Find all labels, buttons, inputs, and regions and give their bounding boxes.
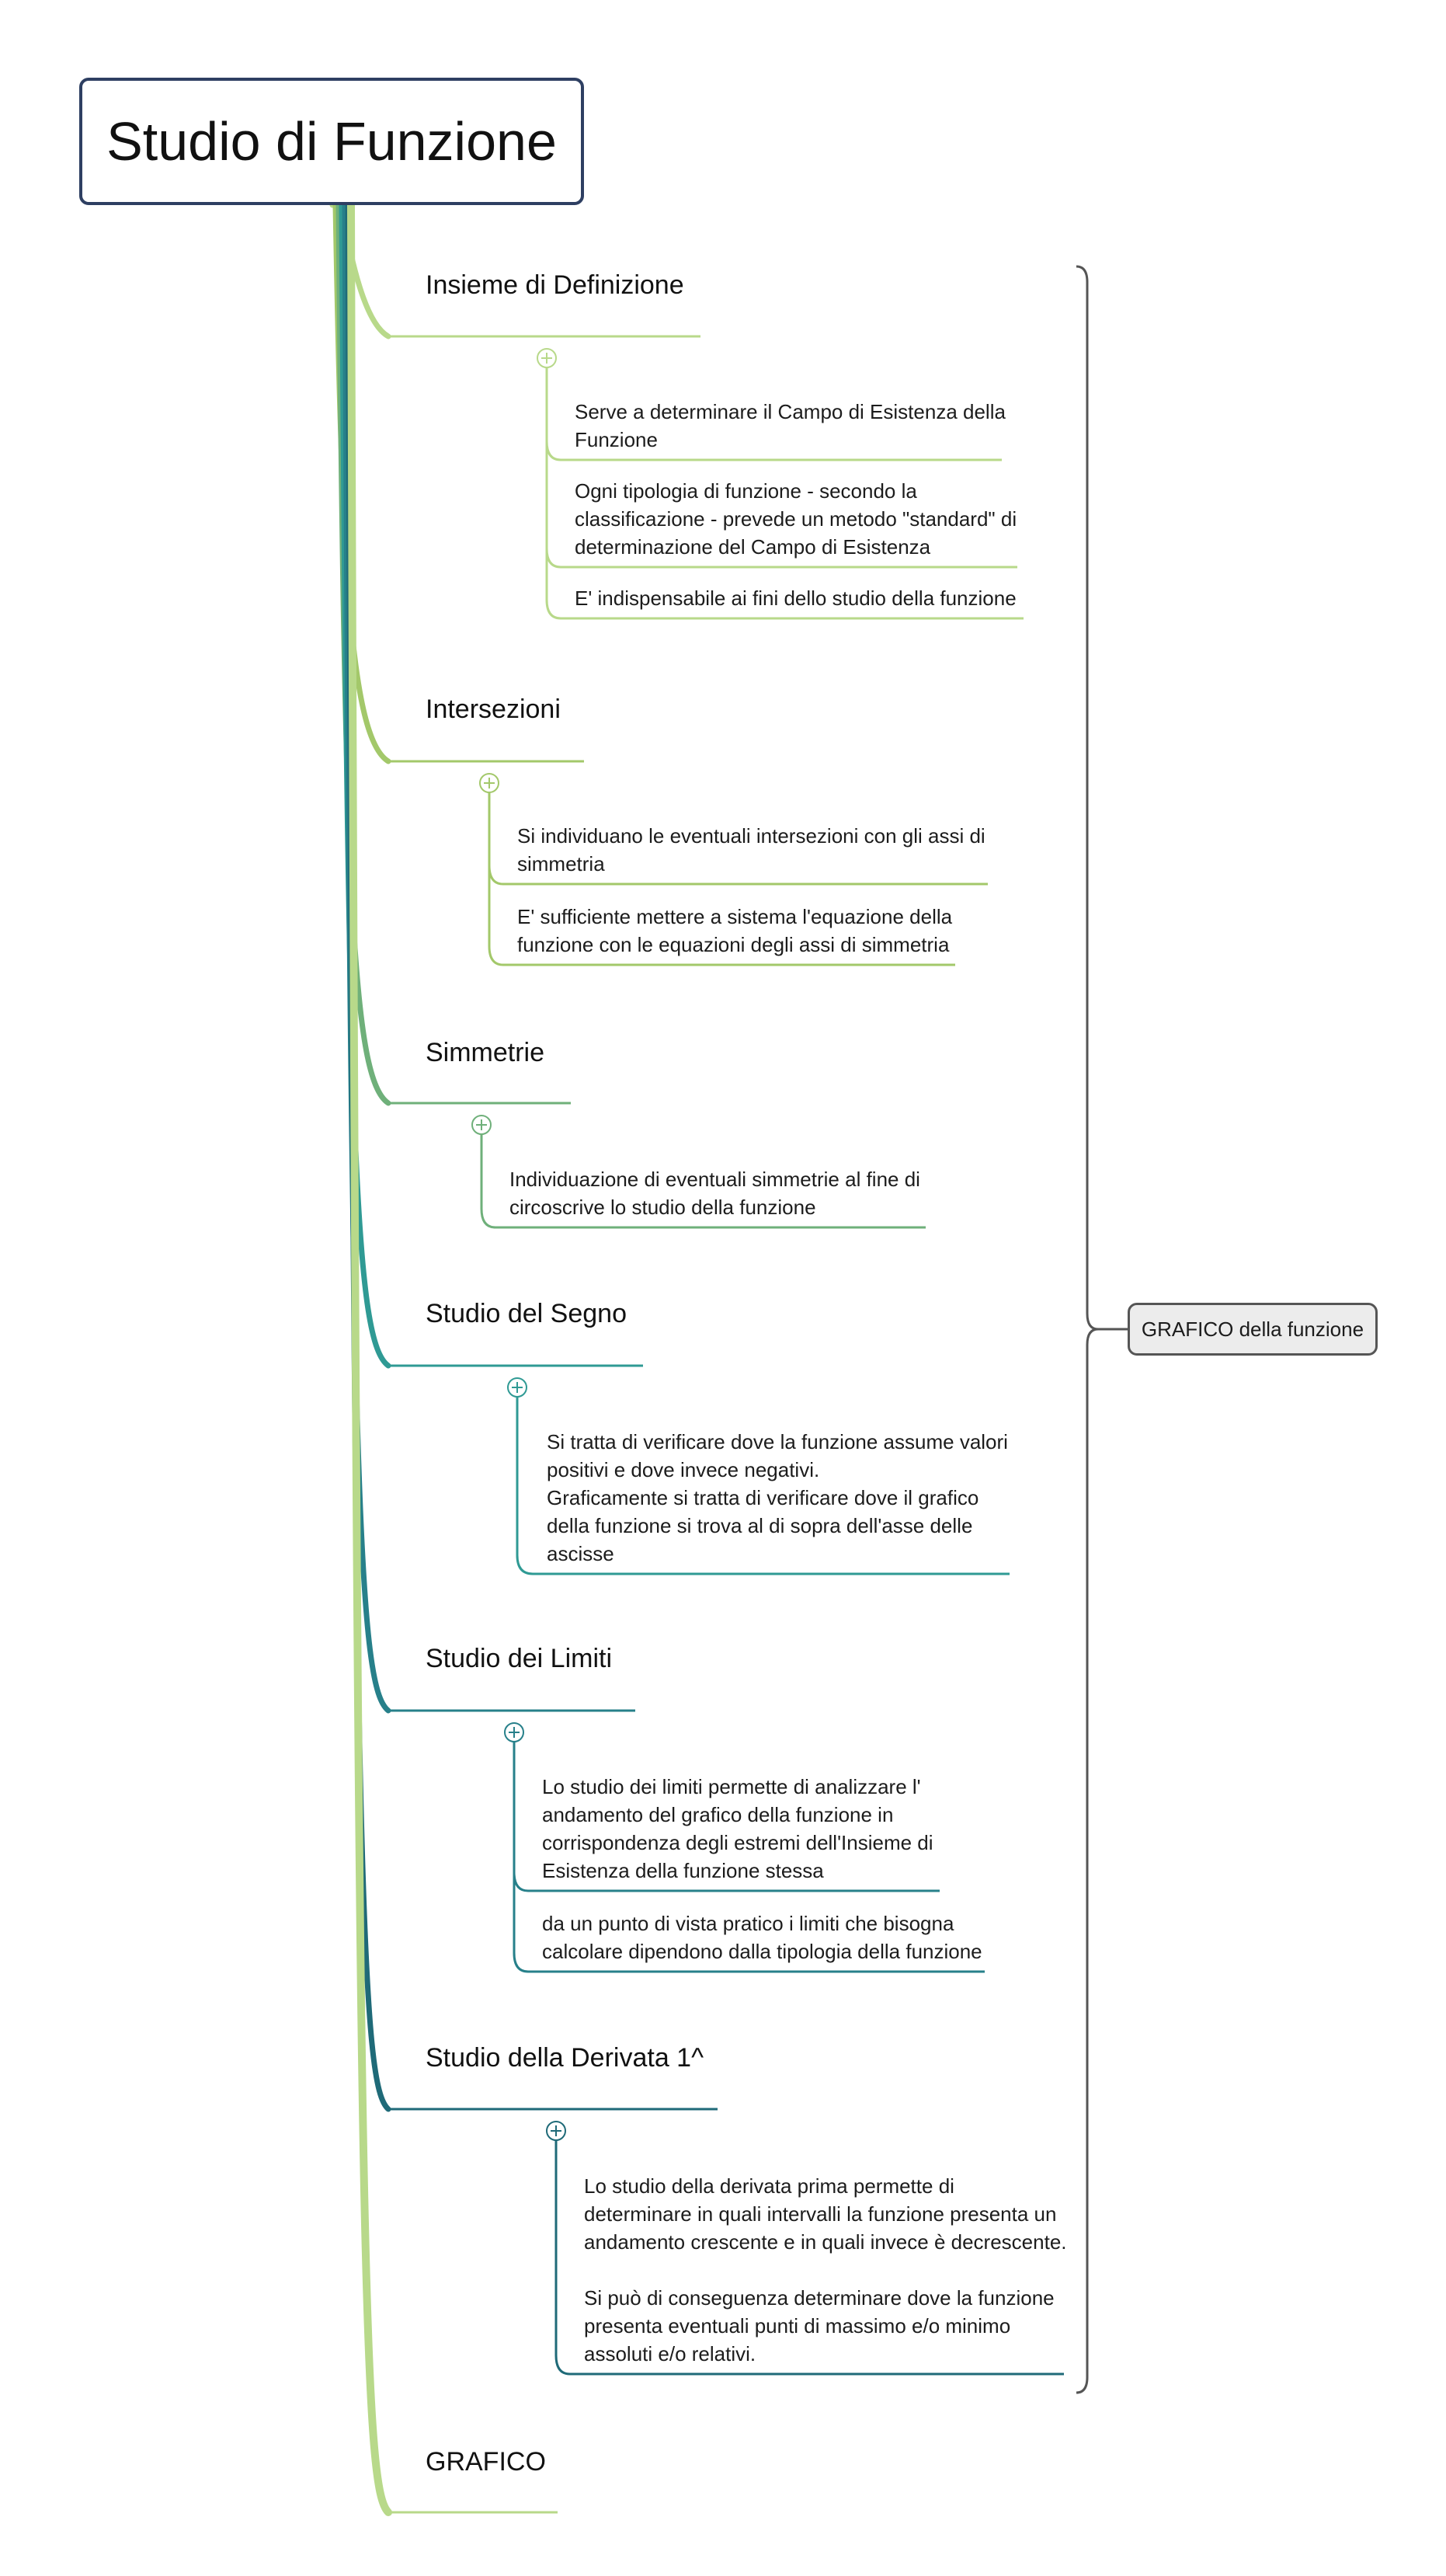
leaf-text-line: andamento crescente e in quali invece è …	[584, 2230, 1067, 2254]
branch-title[interactable]: Simmetrie	[426, 1038, 545, 1067]
leaf-text-line: Si tratta di verificare dove la funzione…	[547, 1430, 1008, 1453]
leaf-connector	[480, 1134, 926, 1229]
trunk-connector	[347, 201, 392, 2516]
leaf-text-line: Graficamente si tratta di verificare dov…	[547, 1486, 979, 1509]
leaf-topic[interactable]: Lo studio dei limiti permette di analizz…	[542, 1773, 933, 1885]
leaf-text-line: presenta eventuali punti di massimo e/o …	[584, 2314, 1011, 2338]
root-topic-title: Studio di Funzione	[106, 111, 557, 172]
circle-plus-icon[interactable]	[479, 773, 499, 793]
leaf-topic[interactable]: Lo studio della derivata prima permette …	[584, 2172, 1067, 2368]
summary-bracket	[1076, 265, 1099, 2394]
circle-plus-icon[interactable]	[504, 1722, 524, 1742]
leaf-topic[interactable]: E' indispensabile ai fini dello studio d…	[575, 584, 1017, 612]
leaf-topic[interactable]: E' sufficiente mettere a sistema l'equaz…	[517, 903, 952, 959]
leaf-text-line	[584, 2256, 1067, 2284]
root-topic[interactable]: Studio di Funzione	[79, 78, 584, 205]
branch-title[interactable]: Studio dei Limiti	[426, 1644, 613, 1673]
leaf-connector	[513, 1742, 985, 1973]
leaf-text-line: Individuazione di eventuali simmetrie al…	[509, 1168, 920, 1191]
branch-title[interactable]: GRAFICO	[426, 2447, 546, 2477]
leaf-topic[interactable]: Ogni tipologia di funzione - secondo la c…	[575, 477, 1017, 561]
leaf-text-line: classificazione - prevede un metodo "sta…	[575, 507, 1017, 531]
leaf-connector	[545, 367, 1024, 620]
leaf-topic[interactable]: Individuazione di eventuali simmetrie al…	[509, 1165, 920, 1221]
circle-plus-icon[interactable]	[537, 348, 557, 368]
leaf-text-line: Si può di conseguenza determinare dove l…	[584, 2286, 1055, 2310]
circle-plus-icon[interactable]	[546, 2121, 566, 2141]
leaf-topic[interactable]: Si tratta di verificare dove la funzione…	[547, 1428, 1008, 1568]
leaf-text-line: andamento del grafico della funzione in	[542, 1803, 894, 1826]
branch-title[interactable]: Insieme di Definizione	[426, 270, 684, 300]
leaf-text-line: funzione con le equazioni degli assi di …	[517, 933, 950, 956]
leaf-text-line: Si individuano le eventuali intersezioni…	[517, 824, 985, 848]
leaf-connector	[516, 1397, 1010, 1575]
leaf-topic[interactable]: Si individuano le eventuali intersezioni…	[517, 822, 985, 878]
summary-topic-label: GRAFICO della funzione	[1141, 1317, 1364, 1341]
circle-plus-icon[interactable]	[471, 1115, 492, 1135]
leaf-text-line: Lo studio dei limiti permette di analizz…	[542, 1775, 921, 1798]
leaf-text-line: simmetria	[517, 852, 605, 875]
leaf-text-line: E' sufficiente mettere a sistema l'equaz…	[517, 905, 953, 928]
leaf-text-line: corrispondenza degli estremi dell'Insiem…	[542, 1831, 933, 1854]
branch-title[interactable]: Studio della Derivata 1^	[426, 2043, 704, 2073]
leaf-text-line: E' indispensabile ai fini dello studio d…	[575, 587, 1017, 610]
leaf-topic[interactable]: da un punto di vista pratico i limiti ch…	[542, 1909, 982, 1965]
leaf-text-line: Esistenza della funzione stessa	[542, 1859, 824, 1882]
leaf-connector	[488, 792, 955, 966]
leaf-text-line: positivi e dove invece negativi.	[547, 1458, 820, 1481]
leaf-text-line: della funzione si trova al di sopra dell…	[547, 1514, 973, 1537]
leaf-topic[interactable]: Serve a determinare il Campo di Esistenz…	[575, 398, 1006, 454]
branch-title[interactable]: Studio del Segno	[426, 1299, 627, 1328]
branch-title[interactable]: Intersezioni	[426, 694, 561, 724]
leaf-text-line: da un punto di vista pratico i limiti ch…	[542, 1912, 954, 1935]
leaf-text-line: ascisse	[547, 1542, 614, 1565]
leaf-text-line: Serve a determinare il Campo di Esistenz…	[575, 400, 1006, 423]
leaf-text-line: assoluti e/o relativi.	[584, 2342, 756, 2365]
summary-topic[interactable]: GRAFICO della funzione	[1128, 1303, 1378, 1356]
leaf-connector	[554, 2140, 1064, 2376]
leaf-text-line: Lo studio della derivata prima permette …	[584, 2174, 954, 2198]
leaf-text-line: calcolare dipendono dalla tipologia dell…	[542, 1940, 982, 1963]
leaf-text-line: Ogni tipologia di funzione - secondo la	[575, 479, 917, 503]
circle-plus-icon[interactable]	[507, 1377, 527, 1398]
leaf-text-line: determinazione del Campo di Esistenza	[575, 535, 931, 559]
leaf-text-line: circoscrive lo studio della funzione	[509, 1196, 816, 1219]
leaf-text-line: Funzione	[575, 428, 658, 451]
leaf-text-line: determinare in quali intervalli la funzi…	[584, 2202, 1057, 2226]
